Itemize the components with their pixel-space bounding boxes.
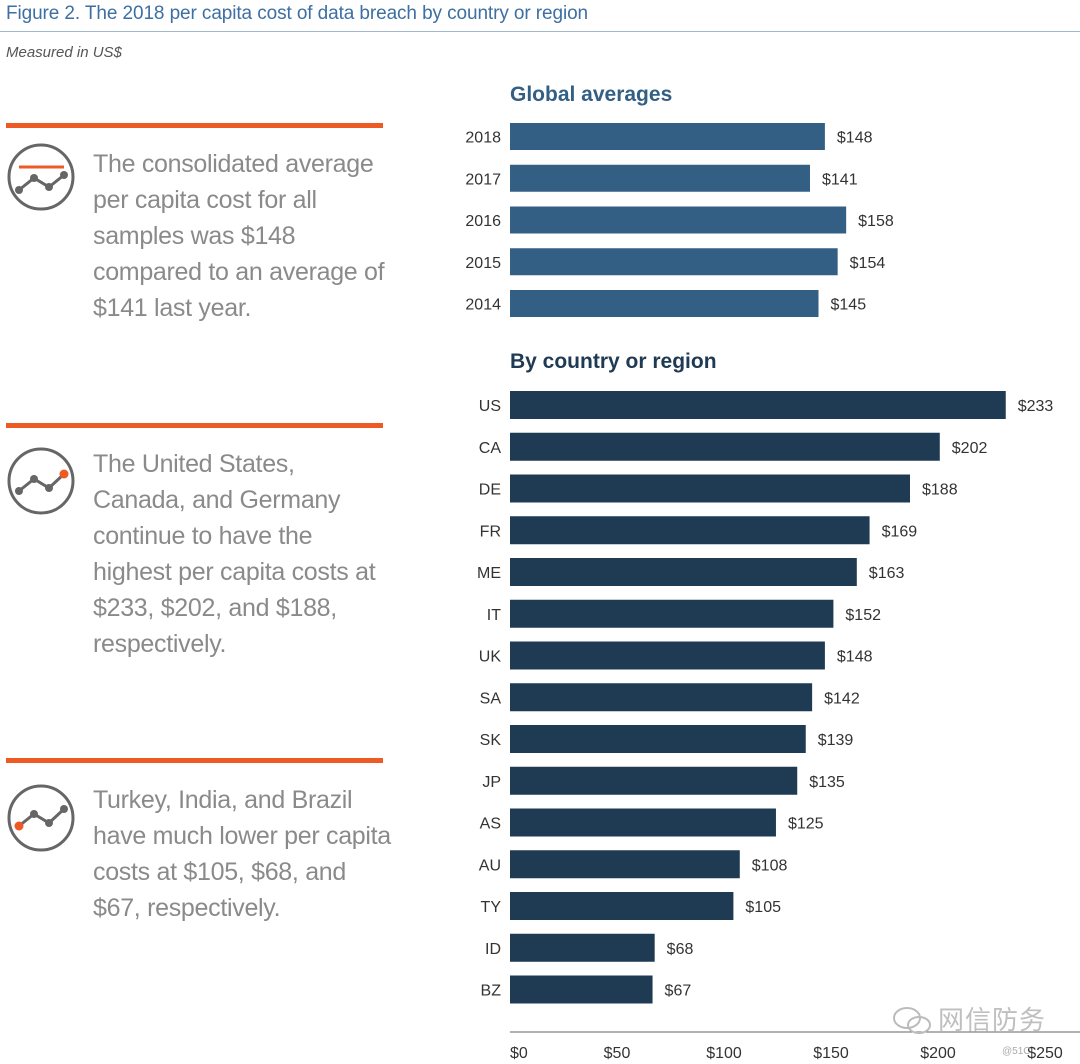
bar	[510, 248, 838, 276]
category-label: 2014	[465, 297, 501, 314]
callout-3-text: Turkey, India, and Brazil have much lowe…	[93, 786, 391, 922]
category-label: IT	[487, 607, 501, 624]
category-label: ID	[485, 941, 501, 958]
category-label: SA	[480, 690, 502, 707]
category-label: 2015	[465, 255, 501, 272]
callout-2-text: The United States, Canada, and Germany c…	[93, 450, 376, 658]
category-label: DE	[479, 482, 501, 499]
value-label: $188	[922, 482, 958, 499]
x-tick-label: $250	[1027, 1045, 1063, 1062]
bar	[510, 933, 655, 962]
line-chart-icon	[7, 143, 75, 211]
value-label: $154	[850, 255, 886, 272]
bar	[510, 725, 806, 753]
figure-title: Figure 2. The 2018 per capita cost of da…	[6, 3, 589, 24]
bar	[510, 892, 734, 920]
x-tick-label: $0	[510, 1045, 528, 1062]
value-label: $142	[824, 690, 860, 707]
bar	[510, 766, 798, 795]
figure-subtitle: Measured in US$	[6, 44, 122, 61]
x-tick-label: $100	[706, 1045, 742, 1062]
value-label: $163	[869, 565, 905, 582]
bar	[510, 599, 834, 628]
bar	[510, 432, 940, 461]
bar	[510, 975, 653, 1004]
bar	[510, 391, 1006, 419]
callout-3-accent-bar	[6, 758, 383, 763]
bar	[510, 558, 857, 586]
callout-1-text: The consolidated average per capita cost…	[93, 150, 385, 322]
category-label: SK	[480, 732, 502, 749]
chart-title: Global averages	[510, 83, 672, 106]
value-label: $202	[952, 440, 988, 457]
bar	[510, 641, 825, 670]
value-label: $108	[752, 857, 788, 874]
category-label: 2016	[465, 213, 501, 230]
callout-1-accent-bar	[6, 123, 383, 128]
category-label: 2017	[465, 171, 501, 188]
bar	[510, 516, 870, 545]
value-label: $68	[667, 941, 694, 958]
category-label: JP	[482, 774, 501, 791]
value-label: $67	[665, 983, 692, 1000]
callout-2-accent-bar	[6, 423, 383, 428]
x-tick-label: $50	[604, 1045, 631, 1062]
value-label: $145	[831, 297, 867, 314]
bar	[510, 474, 910, 503]
category-label: US	[479, 398, 501, 415]
category-label: FR	[480, 523, 501, 540]
category-label: BZ	[481, 983, 502, 1000]
category-label: UK	[479, 649, 502, 666]
x-tick-label: $150	[813, 1045, 849, 1062]
value-label: $233	[1018, 398, 1054, 415]
line-chart-icon	[7, 447, 75, 515]
title-divider	[0, 31, 1080, 32]
wechat-icon	[893, 1007, 931, 1034]
watermark-small: @51C	[1002, 1046, 1031, 1057]
value-label: $148	[837, 130, 873, 147]
bar	[510, 206, 847, 234]
line-chart-icon	[7, 784, 75, 852]
value-label: $152	[845, 607, 881, 624]
value-label: $139	[818, 732, 854, 749]
bar	[510, 683, 813, 712]
category-label: CA	[479, 440, 502, 457]
bar	[510, 123, 825, 150]
category-label: AU	[479, 857, 501, 874]
category-label: 2018	[465, 130, 501, 147]
value-label: $125	[788, 816, 824, 833]
value-label: $105	[745, 899, 781, 916]
bar	[510, 290, 819, 317]
watermark-text: 网信防务	[938, 1005, 1047, 1035]
category-label: TY	[481, 899, 502, 916]
x-tick-label: $200	[920, 1045, 956, 1062]
value-label: $169	[882, 523, 918, 540]
category-label: AS	[480, 816, 501, 833]
value-label: $148	[837, 649, 873, 666]
value-label: $135	[809, 774, 845, 791]
value-label: $141	[822, 171, 858, 188]
chart-title: By country or region	[510, 350, 717, 373]
category-label: ME	[477, 565, 501, 582]
bar	[510, 808, 776, 837]
bar	[510, 850, 740, 879]
value-label: $158	[858, 213, 894, 230]
bar	[510, 164, 810, 192]
